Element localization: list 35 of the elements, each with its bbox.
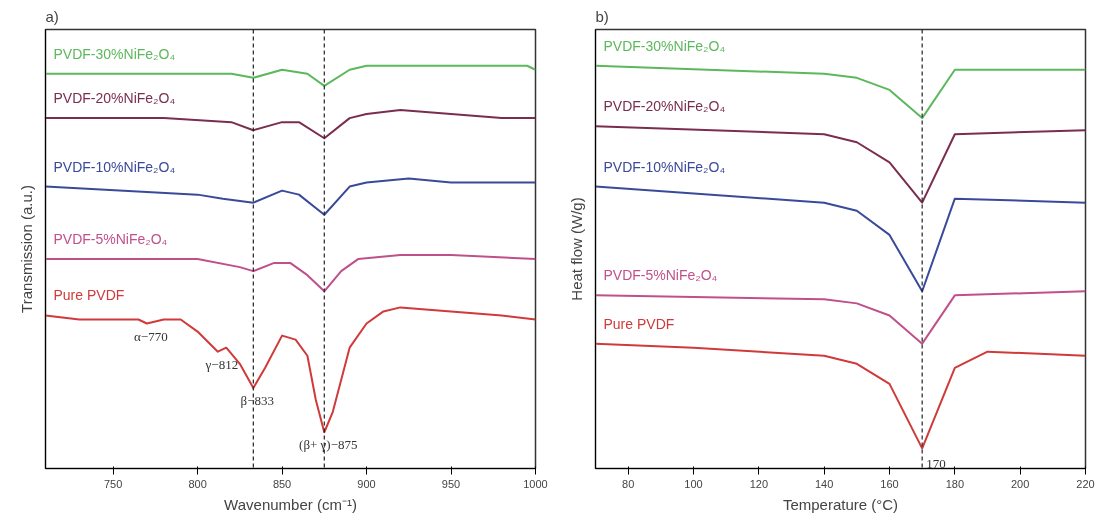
x-axis-title: Wavenumber (cm⁻¹) <box>224 495 357 513</box>
chart-title: a) <box>45 7 59 25</box>
x-tick-label: 750 <box>103 477 123 490</box>
x-tick-label: 160 <box>880 477 899 490</box>
series-label: Pure PVDF <box>53 287 125 304</box>
chart-title: b) <box>595 7 609 25</box>
series-label: PVDF-10%NiFe₂O₄ <box>53 158 176 175</box>
annotation: (β+ γ)−875 <box>299 437 358 453</box>
series-label: PVDF-5%NiFe₂O₄ <box>603 267 718 284</box>
x-tick-label: 200 <box>1010 477 1030 490</box>
annotation: γ−812 <box>204 356 239 372</box>
x-tick-label: 180 <box>945 477 965 490</box>
series-label: Pure PVDF <box>603 315 675 332</box>
y-axis-title: Heat flow (W/g) <box>567 197 585 301</box>
series-label: PVDF-5%NiFe₂O₄ <box>53 231 168 248</box>
x-axis-title: Temperature (°C) <box>782 495 899 513</box>
series-label: PVDF-10%NiFe₂O₄ <box>603 158 726 175</box>
x-tick-label: 900 <box>357 477 376 490</box>
x-tick-label: 800 <box>188 477 207 490</box>
series-label: PVDF-30%NiFe₂O₄ <box>603 37 726 54</box>
x-tick-label: 140 <box>814 477 834 490</box>
series-label: PVDF-20%NiFe₂O₄ <box>603 98 726 115</box>
x-tick-label: 850 <box>272 477 292 490</box>
x-tick-label: 220 <box>1076 477 1095 490</box>
x-tick-label: 80 <box>622 477 635 490</box>
annotation: α−770 <box>134 328 168 344</box>
x-tick-label: 1000 <box>523 477 548 490</box>
x-tick-label: 100 <box>684 477 703 490</box>
annotation: 170 <box>926 456 946 472</box>
series-label: PVDF-30%NiFe₂O₄ <box>53 45 176 62</box>
series-label: PVDF-20%NiFe₂O₄ <box>53 90 176 107</box>
x-tick-label: 950 <box>441 477 461 490</box>
annotation: β−833 <box>240 392 275 408</box>
x-tick-label: 120 <box>749 477 769 490</box>
y-axis-title: Transmission (a.u.) <box>17 185 35 313</box>
